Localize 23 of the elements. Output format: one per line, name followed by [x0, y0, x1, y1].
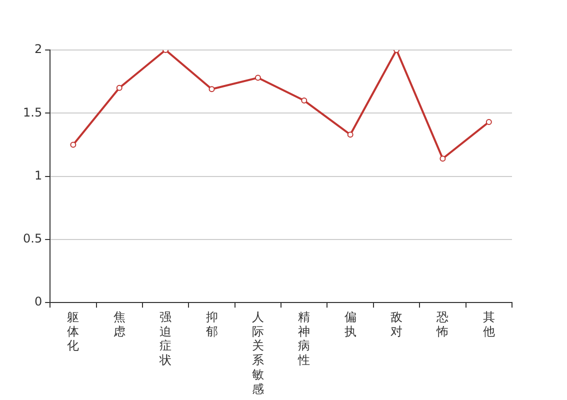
x-tick-label: 偏执: [344, 310, 356, 338]
y-tick-label: 1.5: [22, 105, 42, 120]
x-tick-label: 敌对: [390, 310, 403, 338]
y-tick-label: 0: [34, 294, 42, 309]
point: [486, 118, 492, 125]
y-tick-label: 2: [34, 42, 42, 56]
point: [208, 86, 215, 92]
point: [116, 84, 122, 91]
x-tick-label: 焦虑: [113, 310, 126, 338]
x-tick-label: 精神病性: [297, 310, 310, 368]
point: [254, 74, 261, 81]
x-tick-label: 其他: [482, 310, 495, 338]
point: [301, 98, 308, 104]
x-tick-label: 人际关系敏感: [252, 310, 264, 396]
x-tick-label: 恐怖: [436, 310, 449, 338]
point: [440, 156, 446, 162]
x-tick-label: 强迫症状: [158, 310, 172, 368]
y-tick-label: 0.5: [22, 232, 42, 246]
point: [70, 142, 76, 148]
x-tick-label: 抑郁: [206, 310, 218, 338]
y-tick-label: 1: [34, 168, 42, 182]
point: [347, 132, 354, 138]
x-tick-label: 躯体化: [67, 310, 80, 353]
